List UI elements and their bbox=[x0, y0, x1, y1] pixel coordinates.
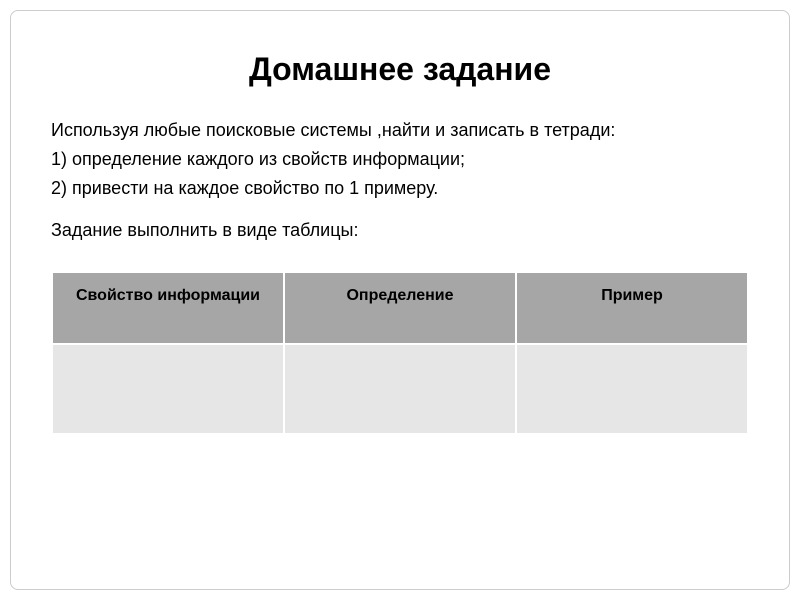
col-header-property: Свойство информации bbox=[52, 272, 284, 344]
task-description: Используя любые поисковые системы ,найти… bbox=[51, 118, 749, 202]
cell-example bbox=[516, 344, 748, 434]
slide-container: Домашнее задание Используя любые поисков… bbox=[10, 10, 790, 590]
task-line-1: Используя любые поисковые системы ,найти… bbox=[51, 118, 749, 143]
task-line-3: 2) привести на каждое свойство по 1 прим… bbox=[51, 176, 749, 201]
table-header-row: Свойство информации Определение Пример bbox=[52, 272, 748, 344]
homework-table: Свойство информации Определение Пример bbox=[51, 271, 749, 435]
page-title: Домашнее задание bbox=[51, 51, 749, 88]
task-line-2: 1) определение каждого из свойств информ… bbox=[51, 147, 749, 172]
cell-property bbox=[52, 344, 284, 434]
cell-definition bbox=[284, 344, 516, 434]
table-row bbox=[52, 344, 748, 434]
col-header-definition: Определение bbox=[284, 272, 516, 344]
table-instruction: Задание выполнить в виде таблицы: bbox=[51, 220, 749, 241]
col-header-example: Пример bbox=[516, 272, 748, 344]
